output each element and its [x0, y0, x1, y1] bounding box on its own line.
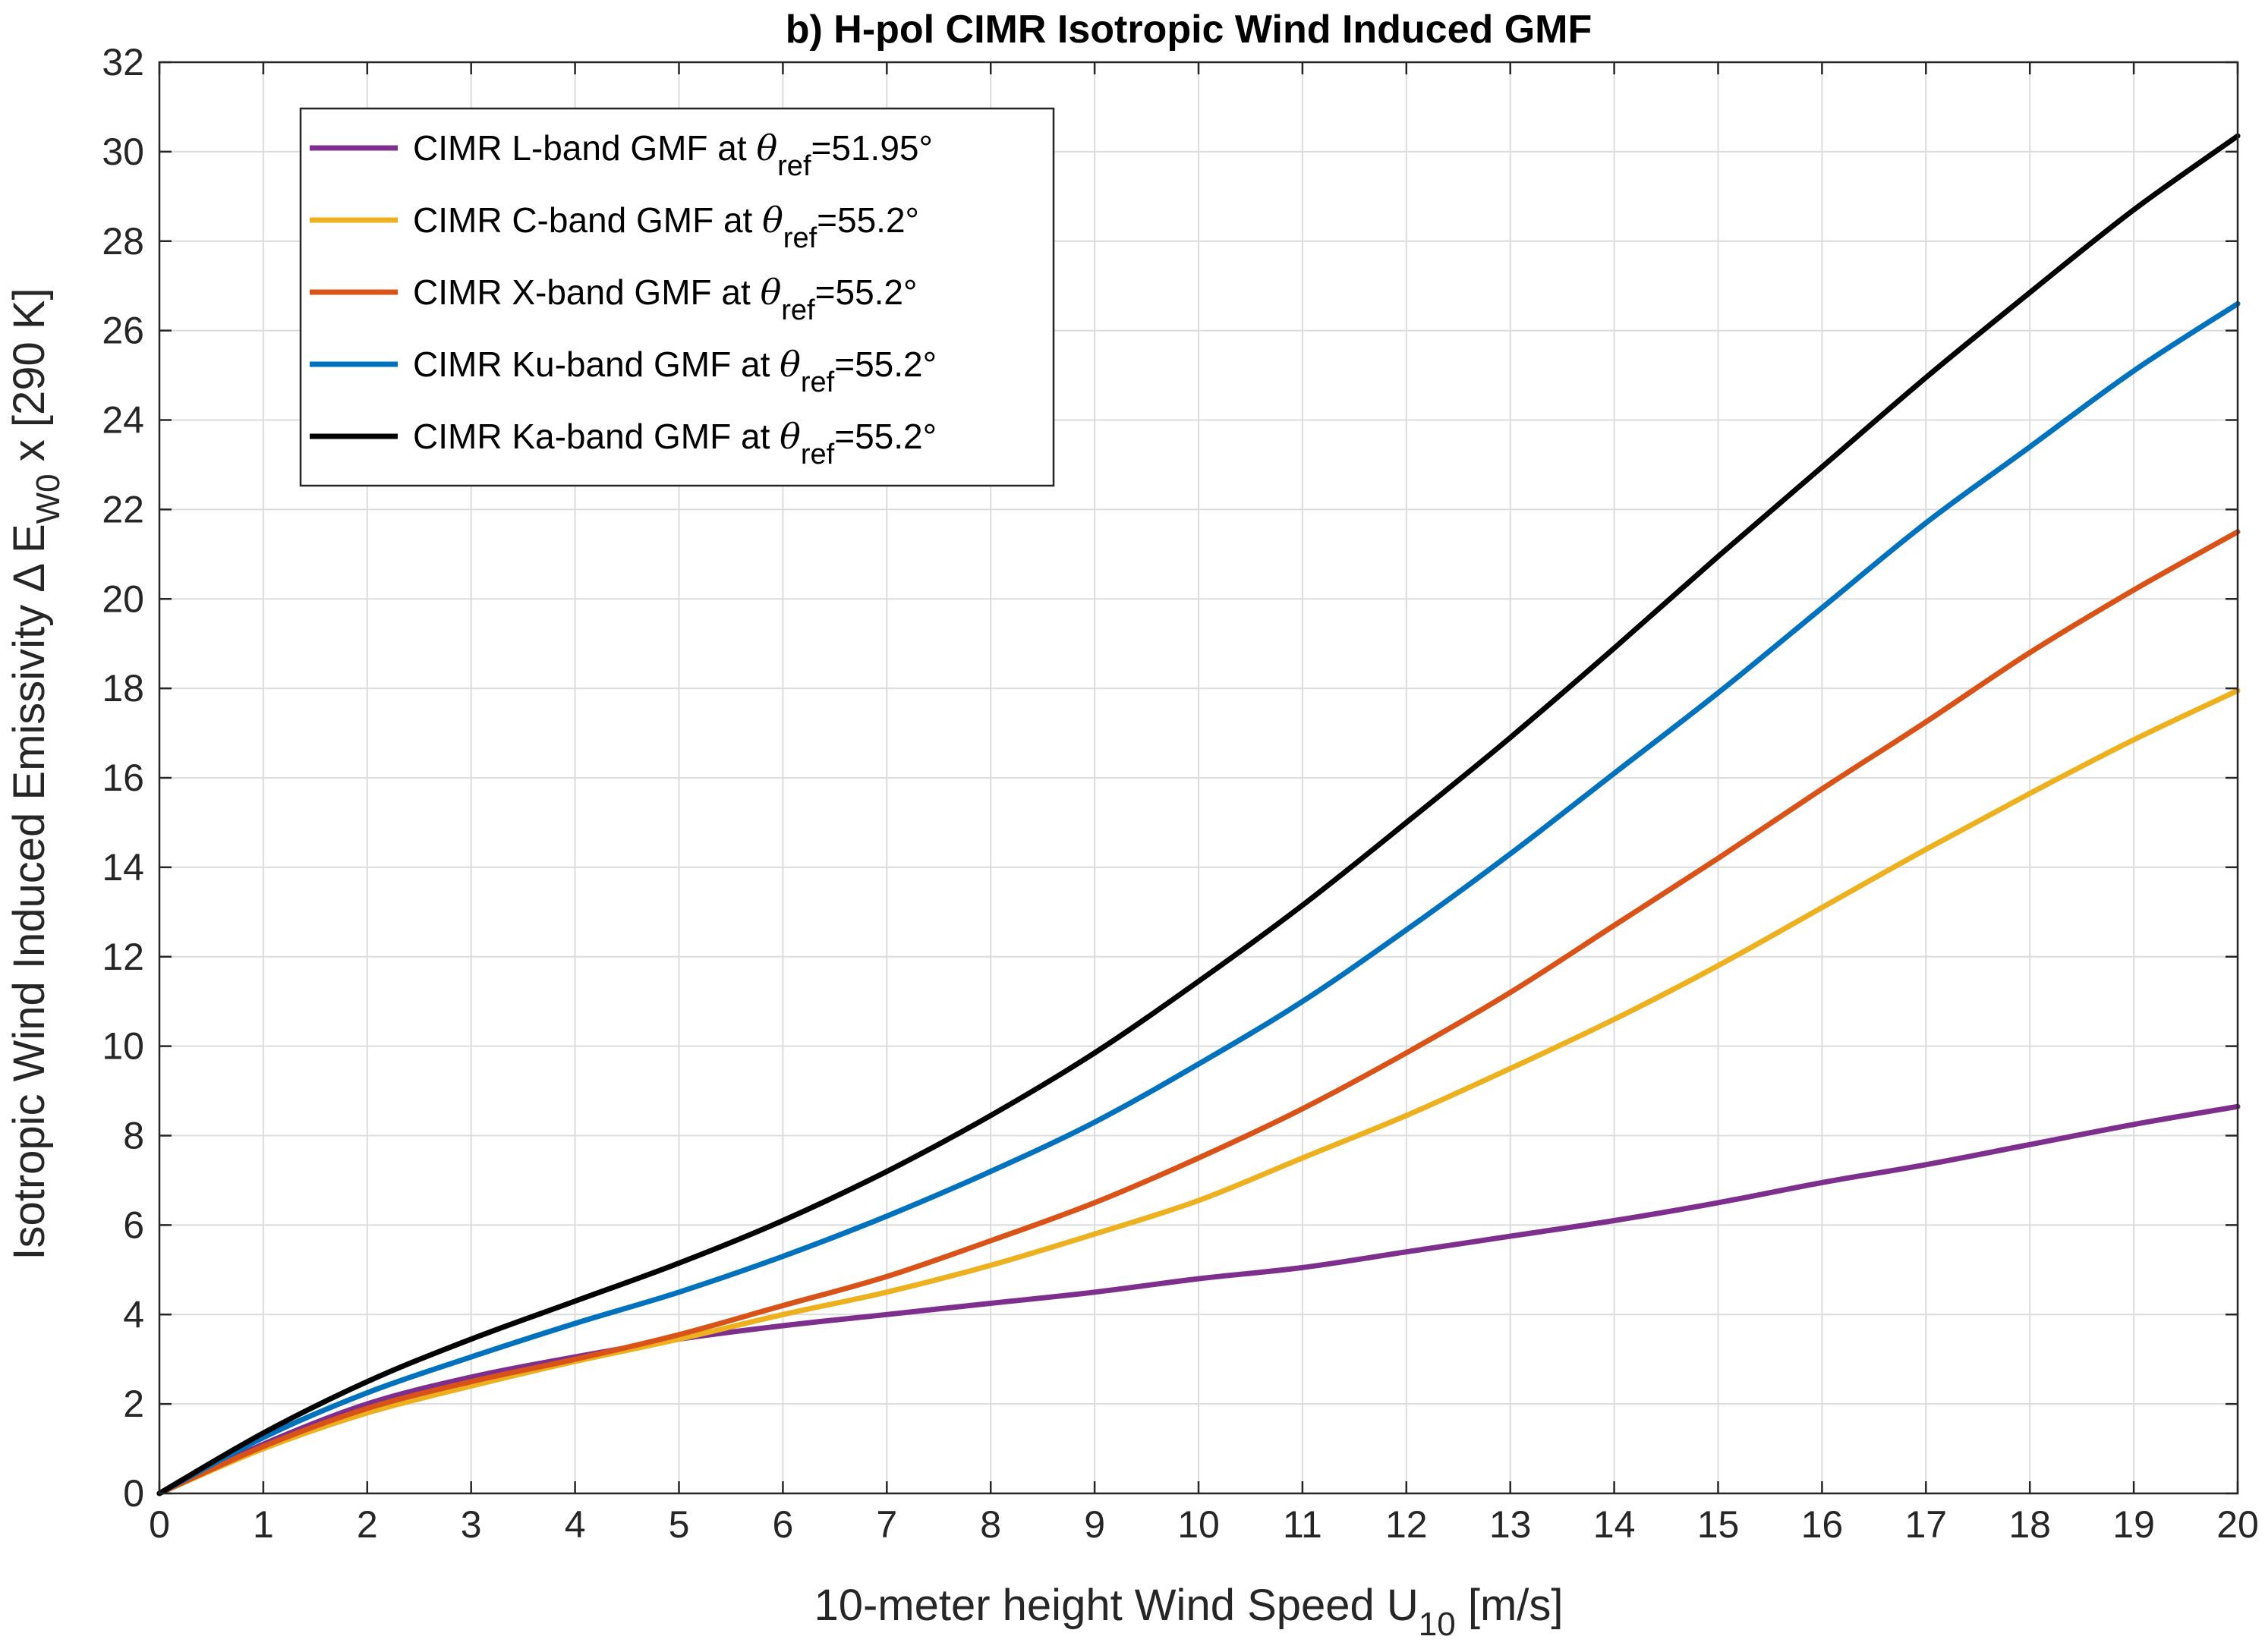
x-axis-ticks: 0 1 2 3 4 5 6 7 8 9 10 11 12 13 14 15 16 17 18 19 20 — [149, 62, 2259, 1546]
x-tick-label: 19 — [2112, 1503, 2155, 1546]
legend-box — [299, 107, 1055, 487]
y-tick-label: 0 — [123, 1472, 144, 1515]
x-tick-label: 18 — [2008, 1503, 2051, 1546]
legend-label: CIMR C-band GMF at θref=55.2° — [413, 200, 919, 254]
x-tick-label: 2 — [357, 1503, 378, 1546]
legend-label-suffix: =55.2° — [834, 345, 937, 384]
legend-label-symbol: θ — [780, 344, 801, 385]
legend-item-0: CIMR L-band GMF at θref=51.95° — [310, 127, 933, 182]
legend-label-symbol: θ — [761, 272, 782, 313]
legend-label-prefix: CIMR X-band GMF at — [413, 272, 761, 312]
x-axis-label: 10-meter height Wind Speed U10 [m/s] — [814, 1581, 1563, 1643]
y-tick-label: 10 — [102, 1025, 144, 1068]
legend-label-prefix: CIMR L-band GMF at — [413, 128, 756, 168]
y-tick-label: 12 — [102, 936, 144, 978]
y-tick-label: 20 — [102, 577, 144, 620]
x-tick-label: 9 — [1084, 1503, 1105, 1546]
y-axis-label: Isotropic Wind Induced Emissivity Δ EW0 … — [5, 288, 67, 1260]
y-tick-label: 14 — [102, 846, 144, 889]
x-tick-label: 1 — [253, 1503, 274, 1546]
series-line-3 — [156, 301, 2241, 1496]
y-tick-label: 8 — [123, 1115, 144, 1157]
legend-label-sub: ref — [801, 367, 835, 398]
x-tick-label: 14 — [1593, 1503, 1636, 1546]
series-line-4 — [156, 133, 2241, 1496]
legend-item-4: CIMR Ka-band GMF at θref=55.2° — [310, 416, 937, 470]
x-tick-label: 4 — [565, 1503, 586, 1546]
y-tick-label: 2 — [123, 1383, 144, 1425]
legend-label-symbol: θ — [762, 200, 783, 241]
legend-label-suffix: =55.2° — [815, 272, 918, 312]
legend-label: CIMR Ku-band GMF at θref=55.2° — [413, 344, 937, 398]
series-line-0 — [156, 1103, 2241, 1496]
y-tick-label: 16 — [102, 757, 144, 799]
legend-label-prefix: CIMR Ku-band GMF at — [413, 345, 780, 384]
y-axis-label-tail: x [290 K] — [5, 288, 54, 474]
legend-label: CIMR Ka-band GMF at θref=55.2° — [413, 416, 937, 470]
legend-label: CIMR L-band GMF at θref=51.95° — [413, 127, 933, 182]
legend-label-suffix: =51.95° — [811, 128, 933, 168]
series-line-2 — [156, 529, 2241, 1496]
x-tick-label: 15 — [1697, 1503, 1740, 1546]
legend-label-symbol: θ — [756, 127, 777, 168]
y-tick-label: 22 — [102, 488, 144, 530]
series-lines — [156, 133, 2241, 1496]
y-axis-label-sub: W0 — [30, 474, 67, 524]
legend-item-1: CIMR C-band GMF at θref=55.2° — [310, 200, 919, 254]
legend-label-prefix: CIMR C-band GMF at — [413, 200, 762, 240]
y-tick-label: 30 — [102, 131, 144, 173]
x-tick-label: 13 — [1489, 1503, 1532, 1546]
y-tick-label: 18 — [102, 667, 144, 710]
series-line-1 — [156, 688, 2241, 1496]
x-tick-label: 5 — [669, 1503, 690, 1546]
x-tick-label: 8 — [980, 1503, 1001, 1546]
legend-label-symbol: θ — [780, 416, 801, 457]
legend-label-sub: ref — [801, 439, 835, 470]
x-axis-label-tail: [m/s] — [1456, 1581, 1564, 1630]
x-axis-label-main: 10-meter height Wind Speed U — [814, 1581, 1418, 1630]
x-tick-label: 6 — [772, 1503, 793, 1546]
legend-label: CIMR X-band GMF at θref=55.2° — [413, 272, 917, 326]
x-tick-label: 16 — [1801, 1503, 1844, 1546]
x-tick-label: 17 — [1904, 1503, 1947, 1546]
legend-label-suffix: =55.2° — [817, 200, 919, 240]
x-tick-label: 10 — [1177, 1503, 1220, 1546]
x-tick-label: 7 — [876, 1503, 897, 1546]
legend-label-sub: ref — [783, 222, 817, 254]
x-tick-label: 11 — [1283, 1503, 1322, 1546]
chart-title: b) H-pol CIMR Isotropic Wind Induced GMF — [786, 8, 1592, 52]
y-tick-label: 28 — [102, 220, 144, 263]
y-axis-label-main: Isotropic Wind Induced Emissivity Δ E — [5, 524, 54, 1260]
x-tick-label: 20 — [2216, 1503, 2259, 1546]
y-tick-label: 26 — [102, 310, 144, 352]
legend: CIMR L-band GMF at θref=51.95°CIMR C-ban… — [299, 107, 1055, 487]
legend-label-suffix: =55.2° — [834, 417, 937, 456]
legend-label-prefix: CIMR Ka-band GMF at — [413, 417, 780, 456]
legend-label-sub: ref — [777, 150, 811, 182]
x-tick-label: 3 — [461, 1503, 482, 1546]
x-axis-label-sub: 10 — [1419, 1606, 1456, 1643]
x-tick-label: 12 — [1385, 1503, 1428, 1546]
y-tick-label: 6 — [123, 1204, 144, 1246]
y-tick-label: 4 — [123, 1293, 144, 1336]
legend-item-2: CIMR X-band GMF at θref=55.2° — [310, 272, 917, 326]
y-tick-label: 32 — [102, 41, 144, 83]
legend-label-sub: ref — [781, 294, 815, 326]
legend-item-3: CIMR Ku-band GMF at θref=55.2° — [310, 344, 937, 398]
x-tick-label: 0 — [149, 1503, 170, 1546]
y-tick-label: 24 — [102, 399, 144, 442]
